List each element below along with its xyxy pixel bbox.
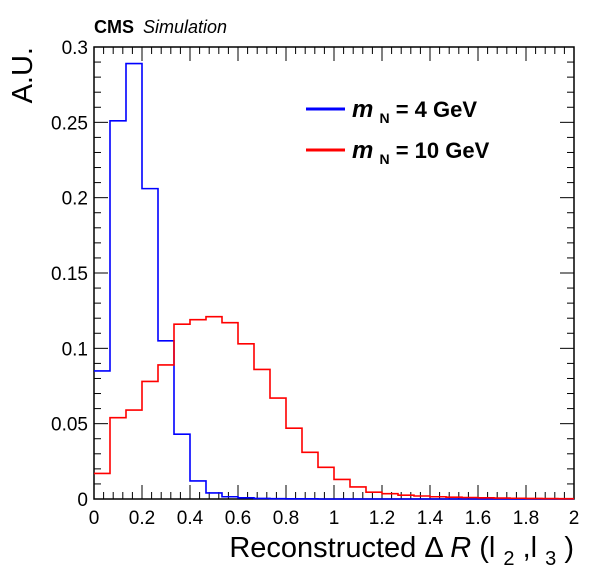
x-axis-title: Reconstructed Δ R (l 2 ,l 3 ) <box>229 532 574 572</box>
y-tick-label: 0.05 <box>51 415 88 436</box>
x-tick-label: 0.8 <box>273 508 299 529</box>
x-tick-labels: 0 0.2 0.4 0.6 0.8 1 1.2 1.4 1.6 1.8 2 <box>89 508 580 529</box>
y-tick-label: 0.25 <box>51 113 88 134</box>
y-tick-label: 0 <box>77 490 88 511</box>
x-tick-label: 1.8 <box>513 508 539 529</box>
y-tick-label: 0.2 <box>62 189 88 210</box>
legend-label-series-0: m N = 4 GeV <box>352 96 477 128</box>
x-tick-label: 1.2 <box>369 508 395 529</box>
plot-frame <box>93 46 575 500</box>
experiment-label: CMS Simulation <box>94 17 227 37</box>
y-axis-title: A.U. <box>7 47 39 103</box>
x-tick-label: 2 <box>569 508 580 529</box>
y-ticks <box>94 46 574 500</box>
x-tick-label: 1.4 <box>417 508 444 529</box>
x-tick-label: 1.6 <box>465 508 491 529</box>
x-tick-label: 1 <box>329 508 340 529</box>
y-tick-label: 0.15 <box>51 264 88 285</box>
series-layer <box>94 62 574 500</box>
series-line-1 <box>94 315 574 500</box>
y-tick-labels: 0 0.05 0.1 0.15 0.2 0.25 0.3 <box>51 38 88 511</box>
legend-label-series-1: m N = 10 GeV <box>352 137 490 169</box>
legend: m N = 4 GeV m N = 10 GeV <box>306 96 490 169</box>
series-line-0 <box>94 62 574 500</box>
y-tick-label: 0.1 <box>62 339 88 360</box>
y-tick-label: 0.3 <box>62 38 88 59</box>
x-ticks <box>93 47 575 499</box>
x-tick-label: 0.2 <box>129 508 155 529</box>
x-tick-label: 0.6 <box>225 508 251 529</box>
x-tick-label: 0.4 <box>177 508 204 529</box>
x-tick-label: 0 <box>89 508 100 529</box>
